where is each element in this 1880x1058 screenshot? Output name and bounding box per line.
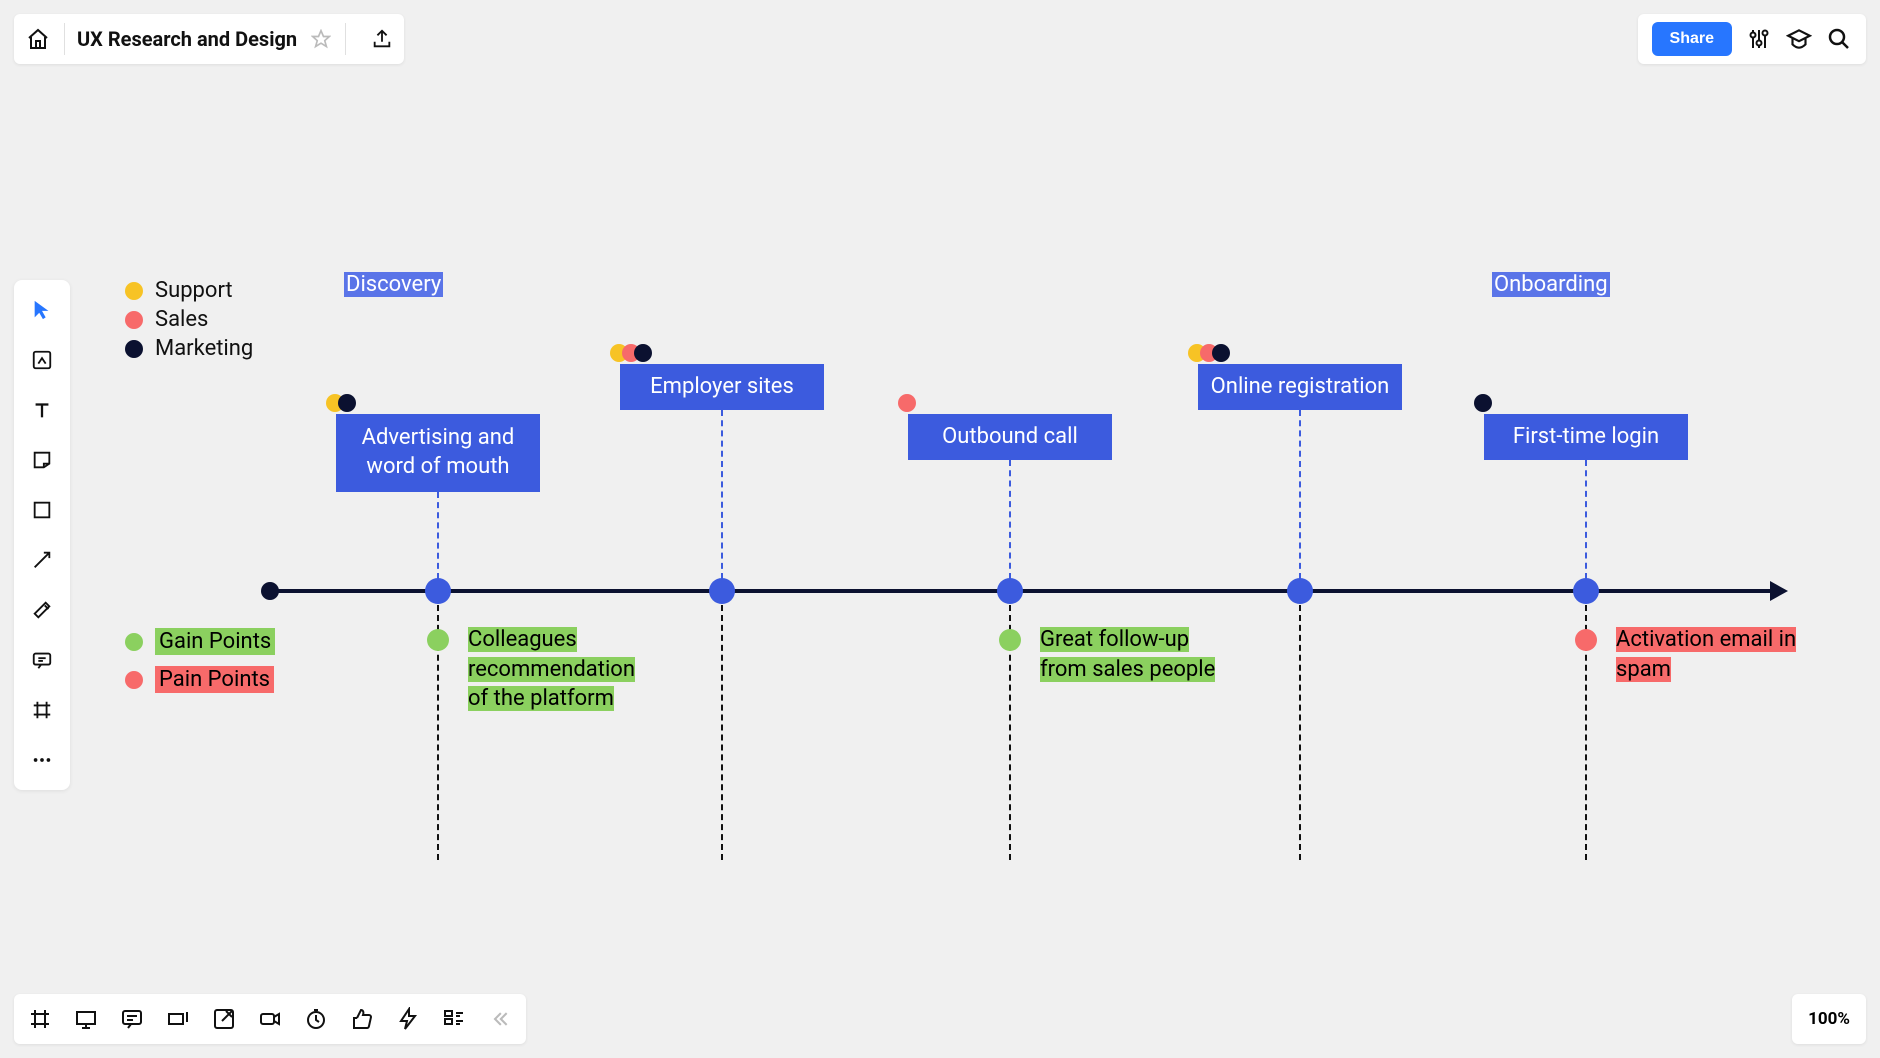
divider — [345, 23, 346, 55]
stage-card[interactable]: First-time login — [1484, 414, 1688, 460]
export-icon[interactable] — [210, 1005, 238, 1033]
zoom-value: 100% — [1808, 1009, 1850, 1029]
dot-gain — [125, 633, 143, 651]
legend-item-support: Support — [125, 278, 253, 303]
timeline-arrowhead — [1770, 581, 1788, 601]
legend-label: Sales — [155, 307, 208, 332]
lightning-icon[interactable] — [394, 1005, 422, 1033]
home-icon[interactable] — [24, 25, 52, 53]
stage-card[interactable]: Employer sites — [620, 364, 824, 410]
stage-card[interactable]: Online registration — [1198, 364, 1402, 410]
stage-card[interactable]: Outbound call — [908, 414, 1112, 460]
gain-point-dot[interactable] — [427, 629, 449, 651]
zoom-level[interactable]: 100% — [1792, 994, 1866, 1044]
phase-label[interactable]: Discovery — [344, 272, 443, 297]
phase-label[interactable]: Onboarding — [1492, 272, 1610, 297]
legend-label: Gain Points — [155, 628, 275, 655]
connector-dash-below — [721, 605, 723, 860]
dot-marketing — [1474, 394, 1492, 412]
sidebar-tools — [14, 280, 70, 790]
graduation-icon[interactable] — [1786, 26, 1812, 52]
dot-marketing — [338, 394, 356, 412]
header-left: UX Research and Design — [14, 14, 404, 64]
legend-label: Marketing — [155, 336, 253, 361]
connector-dash — [1585, 460, 1587, 579]
timer-icon[interactable] — [302, 1005, 330, 1033]
collapse-icon[interactable] — [486, 1005, 514, 1033]
more-tool[interactable] — [22, 740, 62, 780]
timeline-node[interactable] — [1287, 578, 1313, 604]
legend-item-sales: Sales — [125, 307, 253, 332]
share-button[interactable]: Share — [1652, 22, 1732, 56]
pain-point-dot[interactable] — [1575, 629, 1597, 651]
star-icon[interactable] — [309, 27, 333, 51]
stage-dept-dots — [1188, 344, 1224, 362]
dot-sales — [898, 394, 916, 412]
template-tool[interactable] — [22, 340, 62, 380]
gain-point-note[interactable]: Colleagues recommendation of the platfor… — [464, 624, 654, 715]
timeline-node[interactable] — [997, 578, 1023, 604]
legend-label: Pain Points — [155, 666, 274, 693]
arrow-tool[interactable] — [22, 540, 62, 580]
pain-point-note[interactable]: Activation email in spam — [1612, 624, 1802, 685]
dot-marketing — [125, 340, 143, 358]
legend-label: Support — [155, 278, 233, 303]
legend-departments: Support Sales Marketing — [125, 278, 253, 361]
connector-dash — [721, 410, 723, 579]
header: UX Research and Design Share — [14, 14, 1866, 64]
timeline-node[interactable] — [425, 578, 451, 604]
dot-support — [125, 282, 143, 300]
dot-marketing — [634, 344, 652, 362]
frame-icon[interactable] — [26, 1005, 54, 1033]
shape-tool[interactable] — [22, 490, 62, 530]
frame-tool[interactable] — [22, 690, 62, 730]
header-right: Share — [1638, 14, 1866, 64]
present-icon[interactable] — [72, 1005, 100, 1033]
dot-marketing — [1212, 344, 1230, 362]
cursor-tool[interactable] — [22, 290, 62, 330]
video-icon[interactable] — [256, 1005, 284, 1033]
upload-icon[interactable] — [370, 27, 394, 51]
gain-point-note[interactable]: Great follow-up from sales people — [1036, 624, 1226, 685]
document-title[interactable]: UX Research and Design — [77, 27, 297, 51]
dot-pain — [125, 671, 143, 689]
legend-item-marketing: Marketing — [125, 336, 253, 361]
gain-point-dot[interactable] — [999, 629, 1021, 651]
settings-icon[interactable] — [1746, 26, 1772, 52]
chat-icon[interactable] — [118, 1005, 146, 1033]
connector-dash — [1299, 410, 1301, 579]
stage-card[interactable]: Advertising and word of mouth — [336, 414, 540, 492]
sticky-note-tool[interactable] — [22, 440, 62, 480]
dot-sales — [125, 311, 143, 329]
legend-pain-points: Pain Points — [125, 666, 274, 693]
connector-dash-below — [1299, 605, 1301, 860]
timeline-node[interactable] — [1573, 578, 1599, 604]
connector-dash — [437, 492, 439, 579]
comment-tool[interactable] — [22, 640, 62, 680]
connector-dash — [1009, 460, 1011, 579]
stage-dept-dots — [610, 344, 646, 362]
card-icon[interactable] — [164, 1005, 192, 1033]
canvas[interactable]: Support Sales Marketing Discovery Onboard… — [0, 0, 1880, 1058]
divider — [64, 23, 65, 55]
pen-tool[interactable] — [22, 590, 62, 630]
stage-dept-dots — [326, 394, 350, 412]
stage-dept-dots — [1474, 394, 1486, 412]
legend-gain-points: Gain Points — [125, 628, 275, 655]
stage-dept-dots — [898, 394, 910, 412]
thumbs-up-icon[interactable] — [348, 1005, 376, 1033]
timeline-node[interactable] — [709, 578, 735, 604]
bottom-toolbar — [14, 994, 526, 1044]
search-icon[interactable] — [1826, 26, 1852, 52]
grid-icon[interactable] — [440, 1005, 468, 1033]
text-tool[interactable] — [22, 390, 62, 430]
